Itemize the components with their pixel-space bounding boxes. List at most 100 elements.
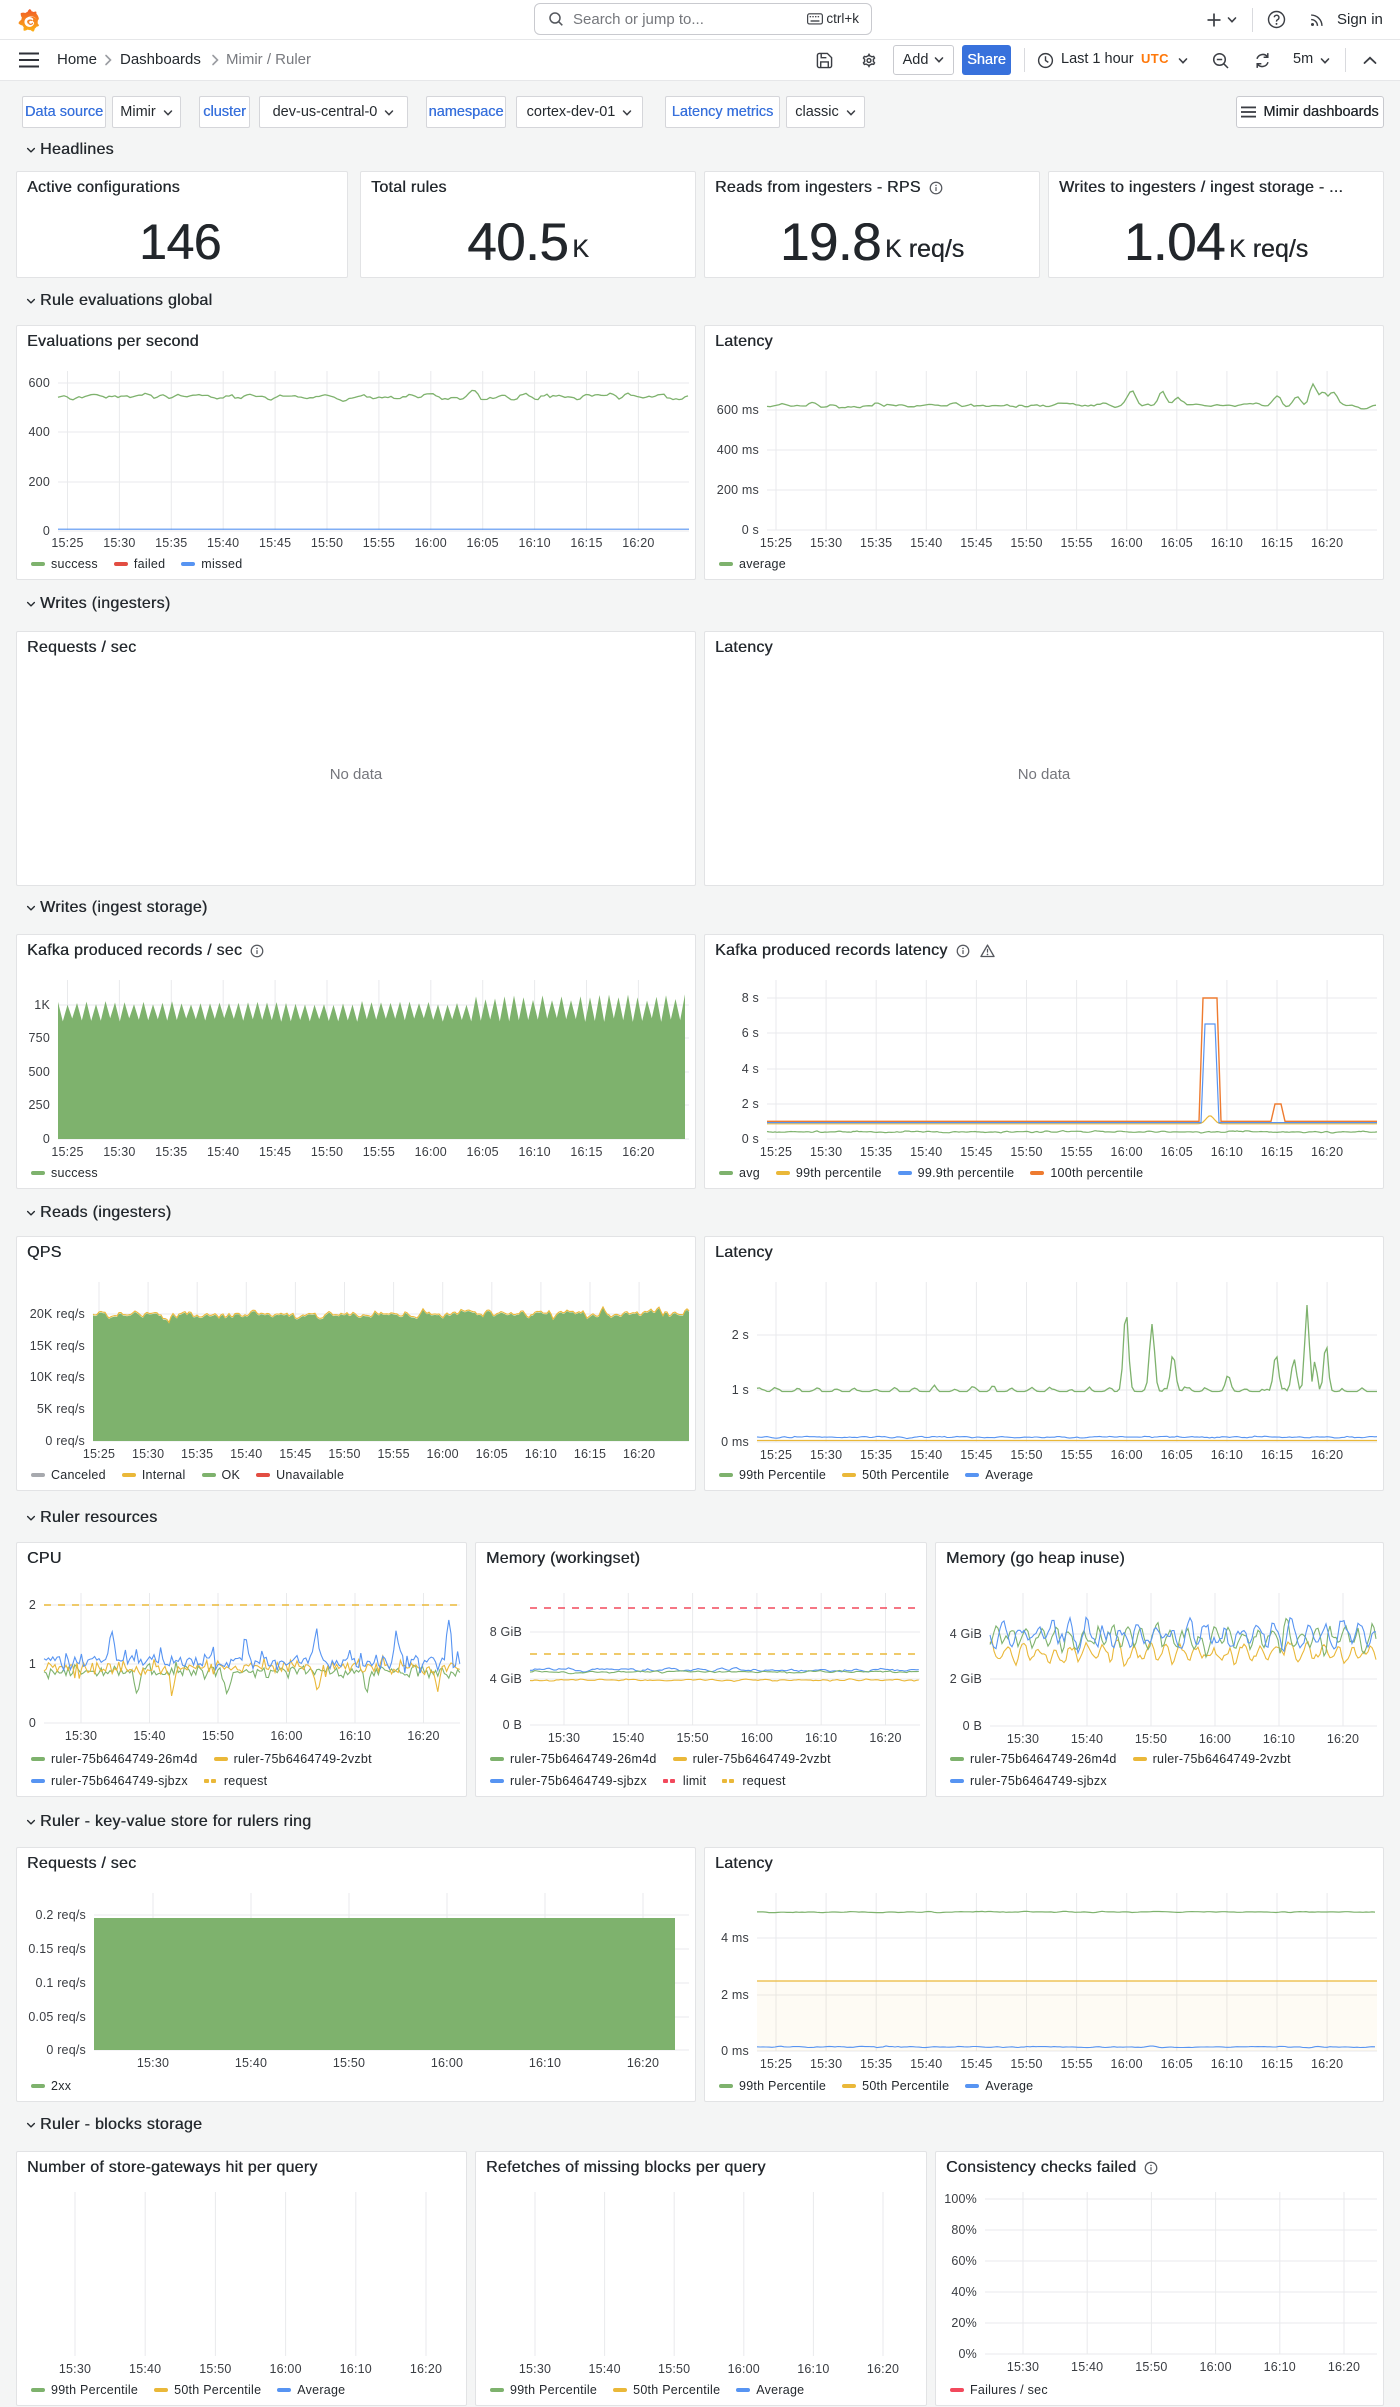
- svg-text:0.1 req/s: 0.1 req/s: [36, 1976, 86, 1990]
- svg-text:15:40: 15:40: [129, 2362, 161, 2376]
- svg-text:0 B: 0 B: [963, 1719, 982, 1733]
- svg-text:16:15: 16:15: [1261, 1448, 1293, 1462]
- svg-text:500: 500: [29, 1065, 50, 1079]
- svg-text:15:25: 15:25: [760, 1448, 792, 1462]
- svg-text:16:15: 16:15: [574, 1447, 606, 1461]
- svg-text:15:55: 15:55: [377, 1447, 409, 1461]
- svg-text:15:55: 15:55: [1060, 1145, 1092, 1159]
- svg-text:16:20: 16:20: [627, 2056, 659, 2070]
- svg-text:16:05: 16:05: [1161, 1145, 1193, 1159]
- svg-text:15:50: 15:50: [1135, 1732, 1167, 1746]
- svg-text:16:20: 16:20: [1311, 2057, 1343, 2071]
- svg-text:16:20: 16:20: [410, 2362, 442, 2376]
- svg-text:15:45: 15:45: [259, 536, 291, 550]
- svg-text:16:20: 16:20: [622, 1145, 654, 1159]
- svg-text:15:40: 15:40: [133, 1729, 165, 1743]
- svg-text:16:05: 16:05: [1161, 1448, 1193, 1462]
- svg-text:4 GiB: 4 GiB: [950, 1627, 982, 1641]
- svg-text:16:05: 16:05: [1161, 536, 1193, 550]
- svg-text:15:50: 15:50: [1010, 1448, 1042, 1462]
- svg-text:0 ms: 0 ms: [721, 2044, 749, 2058]
- svg-text:1: 1: [29, 1657, 36, 1671]
- svg-text:15:55: 15:55: [1060, 1448, 1092, 1462]
- svg-text:16:00: 16:00: [415, 536, 447, 550]
- svg-text:0: 0: [43, 1132, 50, 1146]
- svg-text:2: 2: [29, 1598, 36, 1612]
- svg-text:16:20: 16:20: [407, 1729, 439, 1743]
- svg-text:15:40: 15:40: [230, 1447, 262, 1461]
- svg-text:16:20: 16:20: [1311, 1145, 1343, 1159]
- svg-text:16:20: 16:20: [623, 1447, 655, 1461]
- svg-text:0 B: 0 B: [503, 1718, 522, 1732]
- svg-text:15:50: 15:50: [202, 1729, 234, 1743]
- svg-text:100%: 100%: [944, 2192, 977, 2206]
- svg-text:16:10: 16:10: [1211, 1145, 1243, 1159]
- svg-text:15:25: 15:25: [760, 1145, 792, 1159]
- svg-text:15:40: 15:40: [207, 536, 239, 550]
- svg-text:15:30: 15:30: [810, 1145, 842, 1159]
- svg-text:0: 0: [43, 524, 50, 538]
- svg-text:15:50: 15:50: [676, 1731, 708, 1745]
- svg-text:15:50: 15:50: [658, 2362, 690, 2376]
- svg-text:16:15: 16:15: [1261, 536, 1293, 550]
- svg-text:4 GiB: 4 GiB: [490, 1672, 522, 1686]
- svg-text:16:10: 16:10: [1211, 2057, 1243, 2071]
- svg-text:15:25: 15:25: [760, 536, 792, 550]
- svg-text:15:30: 15:30: [810, 536, 842, 550]
- svg-text:16:05: 16:05: [1161, 2057, 1193, 2071]
- svg-text:15:35: 15:35: [181, 1447, 213, 1461]
- svg-text:15:35: 15:35: [155, 536, 187, 550]
- svg-text:15:25: 15:25: [83, 1447, 115, 1461]
- svg-text:0 s: 0 s: [742, 523, 759, 537]
- svg-text:1 s: 1 s: [732, 1383, 749, 1397]
- svg-text:0 req/s: 0 req/s: [46, 2043, 86, 2057]
- svg-text:15:35: 15:35: [155, 1145, 187, 1159]
- svg-text:15:30: 15:30: [65, 1729, 97, 1743]
- svg-text:0%: 0%: [959, 2347, 977, 2361]
- svg-text:16:20: 16:20: [622, 536, 654, 550]
- svg-text:15K req/s: 15K req/s: [30, 1339, 85, 1353]
- svg-text:6 s: 6 s: [742, 1026, 759, 1040]
- svg-text:400 ms: 400 ms: [717, 443, 759, 457]
- svg-text:15:40: 15:40: [1071, 1732, 1103, 1746]
- svg-text:0: 0: [29, 1716, 36, 1730]
- svg-text:15:50: 15:50: [1135, 2360, 1167, 2374]
- svg-text:16:20: 16:20: [1311, 1448, 1343, 1462]
- svg-text:16:00: 16:00: [1199, 1732, 1231, 1746]
- svg-text:16:20: 16:20: [1327, 1732, 1359, 1746]
- svg-text:15:45: 15:45: [960, 536, 992, 550]
- svg-text:16:20: 16:20: [869, 1731, 901, 1745]
- svg-text:16:10: 16:10: [529, 2056, 561, 2070]
- svg-text:16:10: 16:10: [525, 1447, 557, 1461]
- svg-text:15:35: 15:35: [860, 1448, 892, 1462]
- svg-text:16:15: 16:15: [1261, 1145, 1293, 1159]
- svg-text:15:30: 15:30: [59, 2362, 91, 2376]
- svg-text:15:45: 15:45: [960, 2057, 992, 2071]
- svg-text:16:00: 16:00: [741, 1731, 773, 1745]
- svg-text:15:55: 15:55: [1060, 2057, 1092, 2071]
- svg-text:15:25: 15:25: [760, 2057, 792, 2071]
- svg-text:16:20: 16:20: [1311, 536, 1343, 550]
- svg-text:16:05: 16:05: [467, 536, 499, 550]
- svg-text:15:50: 15:50: [1010, 536, 1042, 550]
- svg-text:16:10: 16:10: [1211, 1448, 1243, 1462]
- svg-text:8 s: 8 s: [742, 991, 759, 1005]
- svg-text:2 ms: 2 ms: [721, 1988, 749, 2002]
- svg-text:16:00: 16:00: [427, 1447, 459, 1461]
- svg-text:15:45: 15:45: [960, 1145, 992, 1159]
- svg-text:600 ms: 600 ms: [717, 403, 759, 417]
- svg-text:4 ms: 4 ms: [721, 1931, 749, 1945]
- svg-text:15:40: 15:40: [910, 2057, 942, 2071]
- svg-text:15:50: 15:50: [1010, 1145, 1042, 1159]
- svg-text:16:00: 16:00: [431, 2056, 463, 2070]
- svg-text:15:40: 15:40: [910, 1145, 942, 1159]
- svg-text:80%: 80%: [951, 2223, 977, 2237]
- svg-text:1K: 1K: [34, 998, 50, 1012]
- svg-text:16:00: 16:00: [415, 1145, 447, 1159]
- svg-text:0 s: 0 s: [742, 1132, 759, 1146]
- svg-text:15:45: 15:45: [279, 1447, 311, 1461]
- svg-text:15:30: 15:30: [810, 2057, 842, 2071]
- svg-text:16:00: 16:00: [1199, 2360, 1231, 2374]
- svg-text:15:40: 15:40: [612, 1731, 644, 1745]
- svg-text:16:10: 16:10: [797, 2362, 829, 2376]
